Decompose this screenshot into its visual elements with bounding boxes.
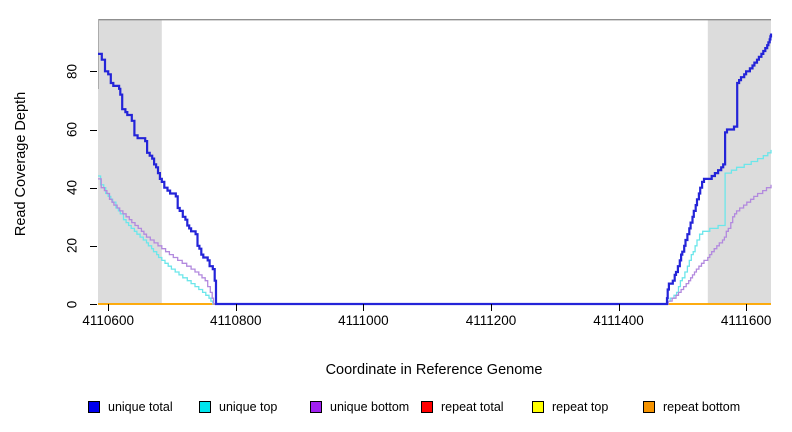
x-tick [746,304,748,311]
x-tick-label: 4110600 [82,313,134,328]
shaded-region-1 [707,19,771,304]
legend-item-unique-top: unique top [199,399,277,415]
legend-label: unique bottom [330,400,410,414]
legend-swatch-repeat-top [532,401,544,413]
legend-swatch-unique-total [88,401,100,413]
x-tick [363,304,365,311]
legend-item-repeat-top: repeat top [532,399,608,415]
x-tick [491,304,492,311]
y-tick-label: 20 [64,238,80,254]
legend-item-repeat-bottom: repeat bottom [643,399,740,415]
legend-label: repeat top [552,400,609,414]
legend-label: unique total [108,400,173,414]
series-line-unique-bottom [98,178,772,305]
legend-item-unique-bottom: unique bottom [310,399,409,415]
y-tick [90,129,97,131]
legend-label: unique top [219,400,278,414]
x-tick [235,304,237,311]
legend-label: repeat bottom [663,400,741,414]
y-tick-label: 40 [64,180,80,196]
x-tick-label: 4110800 [210,313,262,328]
x-axis-title: Coordinate in Reference Genome [325,362,543,378]
x-tick [618,304,620,311]
legend-item-repeat-total: repeat total [421,399,504,415]
x-tick-label: 4111000 [338,313,389,328]
legend-swatch-unique-bottom [310,401,322,413]
y-tick-label: 60 [64,121,80,138]
y-tick [90,304,97,305]
y-axis-title: Read Coverage Depth [13,91,29,237]
y-tick [90,245,97,247]
chart-legend: unique total unique top unique bottom repea… [0,399,792,419]
x-tick-label: 4111200 [465,313,517,328]
legend-swatch-unique-top [199,401,211,413]
y-tick [90,71,97,73]
x-tick-label: 4111400 [593,313,644,328]
legend-swatch-repeat-bottom [643,401,655,413]
x-tick-label: 4111600 [720,313,772,328]
series-line-unique-total [98,33,773,306]
coverage-chart [98,18,773,306]
x-tick [108,304,110,311]
y-tick-label: 0 [64,300,80,308]
y-tick-label: 80 [64,63,80,79]
shaded-region-0 [98,19,162,304]
y-tick [90,187,97,189]
plot-area [98,18,773,306]
legend-item-unique-total: unique total [88,399,173,415]
legend-label: repeat total [441,400,504,414]
series-line-unique-top [98,149,772,305]
legend-swatch-repeat-total [421,401,433,413]
